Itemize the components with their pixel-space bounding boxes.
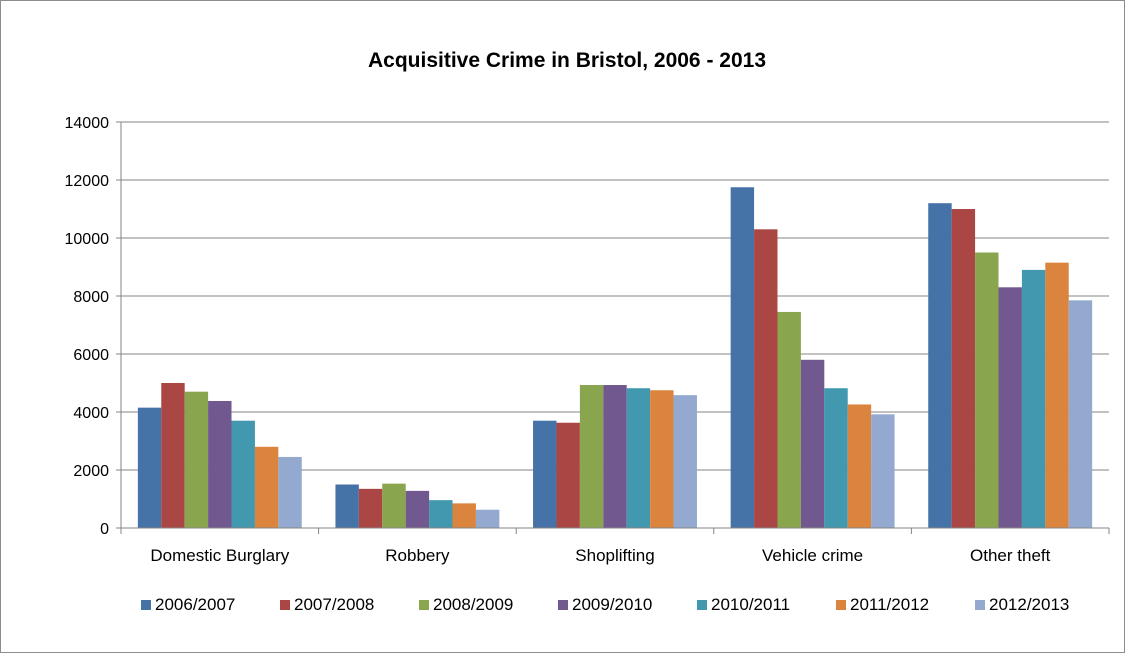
bar: [847, 404, 872, 528]
bar: [800, 359, 825, 528]
bar: [754, 229, 778, 529]
bar: [824, 388, 848, 528]
legend-label: 2009/2010: [572, 595, 652, 614]
y-axis: 0 2000 4000 6000 8000 10000 12000 14000: [65, 115, 122, 538]
bar: [429, 500, 453, 528]
bar: [777, 311, 801, 528]
bar: [998, 287, 1022, 528]
x-category-label: Domestic Burglary: [150, 546, 289, 565]
bar: [335, 484, 359, 528]
bar: [556, 422, 580, 528]
legend-swatch: [280, 600, 290, 610]
bar: [603, 385, 627, 528]
bar: [1045, 262, 1069, 528]
legend-label: 2010/2011: [711, 595, 790, 614]
bar: [231, 420, 255, 528]
y-tick-label: 6000: [73, 347, 109, 364]
bar: [871, 414, 895, 528]
x-category-label: Robbery: [385, 546, 450, 565]
bar: [1021, 269, 1046, 528]
bar: [626, 388, 651, 528]
legend-swatch: [975, 600, 985, 610]
bar: [452, 503, 476, 528]
legend-label: 2006/2007: [155, 595, 235, 614]
x-axis: Domestic Burglary Robbery Shoplifting Vehic…: [120, 527, 1110, 565]
bar: [278, 456, 302, 528]
bar: [928, 203, 952, 528]
y-tick-label: 2000: [73, 463, 109, 480]
bar: [382, 483, 406, 528]
y-tick-label: 14000: [65, 115, 110, 132]
legend-label: 2011/2012: [850, 595, 929, 614]
bars: [137, 187, 1093, 529]
legend-label: 2007/2008: [294, 595, 374, 614]
legend-swatch: [697, 600, 707, 610]
y-tick-label: 0: [100, 521, 109, 538]
y-tick-label: 12000: [65, 173, 110, 190]
legend-swatch: [558, 600, 568, 610]
legend-label: 2008/2009: [433, 595, 513, 614]
x-category-label: Vehicle crime: [762, 546, 863, 565]
bar: [405, 490, 430, 528]
bar: [533, 420, 557, 528]
gridlines: [121, 121, 1109, 471]
bar: [358, 488, 383, 528]
bar: [579, 385, 604, 528]
legend-swatch: [836, 600, 846, 610]
bar: [475, 509, 500, 528]
legend: 2006/2007 2007/2008 2008/2009 2009/2010 2010…: [141, 595, 1069, 614]
bar: [650, 390, 674, 528]
bar: [730, 187, 755, 528]
bar: [137, 407, 162, 528]
y-tick-label: 4000: [73, 405, 109, 422]
bar: [208, 400, 232, 528]
bar: [673, 395, 697, 528]
x-category-label: Other theft: [970, 546, 1051, 565]
bar: [975, 252, 999, 528]
y-tick-label: 10000: [65, 231, 110, 248]
x-category-label: Shoplifting: [575, 546, 654, 565]
bar: [184, 391, 209, 528]
bar: [254, 446, 279, 528]
legend-label: 2012/2013: [989, 595, 1069, 614]
legend-swatch: [141, 600, 151, 610]
bar: [1068, 300, 1093, 528]
legend-swatch: [419, 600, 429, 610]
chart-title: Acquisitive Crime in Bristol, 2006 - 201…: [368, 49, 766, 72]
bar: [951, 209, 976, 528]
y-tick-label: 8000: [73, 289, 109, 306]
bar: [161, 383, 185, 528]
